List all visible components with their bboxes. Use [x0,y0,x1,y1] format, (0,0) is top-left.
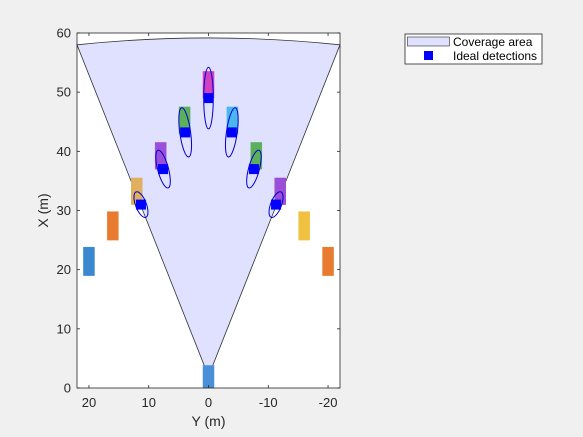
legend-coverage-label: Coverage area [453,35,533,49]
y-tick-label: 40 [57,144,71,159]
x-tick-label: -10 [259,395,278,410]
covariance-ellipse [133,191,149,218]
legend-detections-marker [424,51,433,60]
y-tick-label: 30 [57,203,71,218]
y-tick-label: 60 [57,26,71,41]
y-tick-label: 10 [57,321,71,336]
covariance-ellipse [224,107,239,158]
legend-coverage-swatch [407,36,450,47]
y-axis-label: X (m) [35,193,51,227]
legend-detections-label: Ideal detections [453,49,537,63]
vehicle-box [298,211,310,241]
detection-marker [158,164,169,175]
vehicle-box [107,211,119,241]
vehicle-box [202,365,215,389]
detections-layer [135,93,282,210]
y-tick-label: 20 [57,262,71,277]
covariance-ellipse [178,107,193,158]
covariance-ellipse [268,191,284,218]
vehicle-box [322,246,334,276]
covariance-ellipse [246,149,262,189]
covariance-ellipse [155,149,171,189]
y-axis-ticks: 0 10 20 30 40 50 60 [57,26,340,396]
detection-marker [180,127,191,138]
x-tick-label: -20 [319,395,338,410]
detection-marker [135,199,146,210]
y-tick-label: 50 [57,85,71,100]
detection-marker [203,93,214,104]
y-tick-label: 0 [64,381,71,396]
coverage-area-fan [76,37,341,378]
detection-marker [226,127,237,138]
detection-marker [271,199,282,210]
coverage-area-layer [76,37,341,378]
legend: Coverage area Ideal detections [404,33,543,65]
x-axis-ticks: 20 10 0 -10 -20 [82,33,338,410]
detection-marker [248,164,259,175]
x-tick-label: 20 [82,395,96,410]
x-axis-label: Y (m) [192,413,226,429]
x-tick-label: 10 [141,395,155,410]
x-tick-label: 0 [205,395,212,410]
vehicle-box [83,246,95,276]
